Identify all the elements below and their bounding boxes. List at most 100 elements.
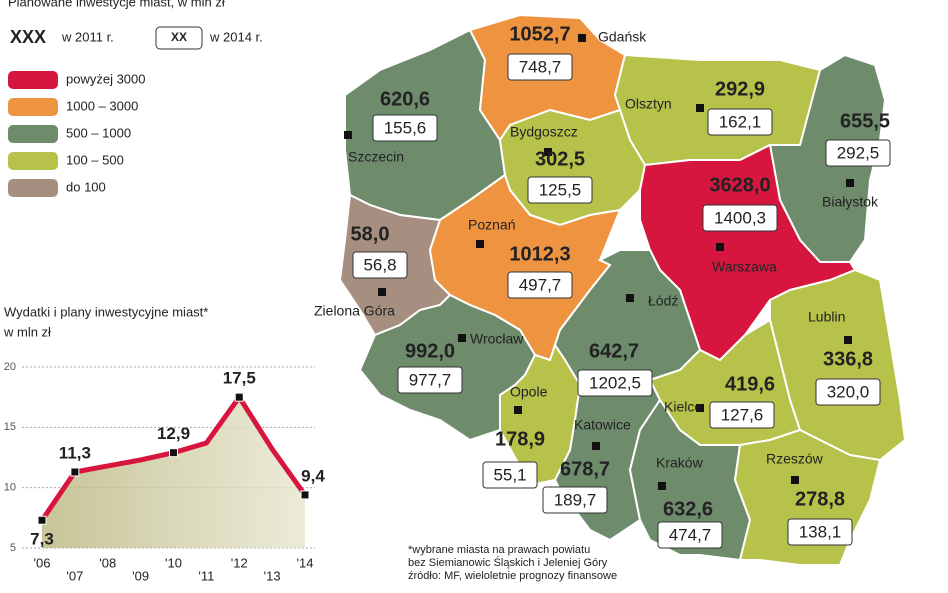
value-2011: 3628,0: [709, 174, 770, 196]
city-name: Katowice: [574, 417, 631, 433]
legend-label: 1000 – 3000: [66, 98, 138, 113]
city-name: Rzeszów: [766, 451, 824, 467]
value-2014: 748,7: [519, 57, 562, 76]
value-2011: 278,8: [795, 488, 845, 510]
legend-label: 500 – 1000: [66, 125, 131, 140]
x-tick-label: '06: [34, 555, 51, 570]
value-2014: 138,1: [799, 522, 842, 541]
y-tick-label: 5: [10, 542, 16, 554]
point: [300, 490, 310, 500]
legend-label: do 100: [66, 179, 106, 194]
chart-title: Wydatki i plany inwestycyjne miast*: [4, 304, 208, 319]
line-chart: Wydatki i plany inwestycyjne miast* w mln…: [3, 304, 325, 583]
city-marker: [658, 482, 666, 490]
key-second-label: w 2014 r.: [209, 29, 263, 44]
footnote: *wybrane miasta na prawach powiatu: [408, 544, 590, 556]
city-marker: [578, 34, 586, 42]
value-2014-box: [482, 461, 538, 489]
value-2014-box: [825, 139, 891, 167]
value-2014: 474,7: [669, 525, 712, 544]
city-marker: [458, 334, 466, 342]
map: Szczecin 620,6 155,6 Gdańsk 1052,7 748,7 Olszt…: [314, 13, 907, 582]
value-2014: 125,5: [539, 180, 582, 199]
value-2014-box: [507, 53, 573, 81]
value-2014-box: [352, 251, 408, 279]
value-2014-box: [507, 271, 573, 299]
city-name: Lublin: [808, 309, 845, 325]
footnote: bez Siemianowic Śląskich i Jeleniej Góry: [408, 556, 608, 569]
city-name: Gdańsk: [598, 29, 647, 45]
city-name: Kraków: [656, 455, 704, 471]
point: [169, 448, 178, 458]
x-tick-label: '14: [297, 555, 314, 570]
value-2014: 1400,3: [714, 208, 766, 227]
city-name: Warszawa: [712, 259, 777, 275]
legend-swatch: [8, 152, 58, 170]
city-marker: [592, 442, 600, 450]
value-2011: 178,9: [495, 428, 545, 450]
region: [628, 398, 752, 562]
value-2011: 58,0: [351, 223, 390, 245]
city-name: Zielona Góra: [314, 303, 395, 319]
value-2014-box: [709, 401, 775, 429]
x-tick-label: '12: [231, 555, 248, 570]
value-2014-box: [527, 176, 593, 204]
value-label: 9,4: [301, 466, 325, 485]
value-2014: 127,6: [721, 405, 764, 424]
legend-label: powyżej 3000: [66, 71, 146, 86]
city-name: Bydgoszcz: [510, 124, 578, 140]
city-marker: [476, 240, 484, 248]
value-2011: 992,0: [405, 340, 455, 362]
x-tick-label: '09: [132, 568, 149, 583]
value-2014: 977,7: [409, 370, 452, 389]
value-2014: 162,1: [719, 112, 762, 131]
city-name: Wrocław: [470, 331, 524, 347]
x-tick-label: '11: [198, 568, 214, 583]
city-name: Olsztyn: [625, 96, 672, 112]
x-tick-label: '07: [66, 568, 83, 583]
legend-swatch: [8, 125, 58, 143]
point: [70, 467, 80, 477]
key-second: XX: [171, 30, 187, 44]
value-2011: 1012,3: [509, 243, 570, 265]
city-marker: [378, 288, 386, 296]
point: [37, 515, 47, 525]
city-marker: [514, 406, 522, 414]
city-marker: [544, 148, 552, 156]
value-2011: 292,9: [715, 78, 765, 100]
value-2014-box: [787, 518, 853, 546]
value-2014: 55,1: [493, 465, 526, 484]
value-2011: 1052,7: [509, 23, 570, 45]
value-2011: 642,7: [589, 340, 639, 362]
city-name: Opole: [510, 384, 548, 400]
value-2011: 620,6: [380, 88, 430, 110]
value-2011: 655,5: [840, 110, 890, 132]
value-2011: 419,6: [725, 373, 775, 395]
city-name: Białystok: [822, 194, 879, 210]
value-2014-box: [702, 204, 778, 232]
legend: powyżej 3000 1000 – 3000 500 – 1000 100 – 5…: [8, 71, 146, 197]
x-tick-label: '08: [99, 555, 116, 570]
value-2014-box: [657, 521, 723, 549]
value-2014: 292,5: [837, 143, 880, 162]
key-box: [155, 26, 203, 50]
value-2014-box: [397, 366, 463, 394]
value-label: 7,3: [30, 530, 54, 549]
value-label: 11,3: [59, 443, 91, 462]
value-2014: 189,7: [554, 490, 597, 509]
legend-swatch: [8, 179, 58, 197]
value-2011: 678,7: [560, 458, 610, 480]
legend-swatch: [8, 98, 58, 116]
y-tick-label: 15: [4, 421, 16, 433]
value-2014: 1202,5: [589, 373, 641, 392]
value-2014: 155,6: [384, 118, 427, 137]
value-2014: 320,0: [827, 382, 870, 401]
city-marker: [716, 243, 724, 251]
value-2011: 302,5: [535, 148, 585, 170]
city-marker: [791, 476, 799, 484]
city-name: Łódź: [648, 293, 678, 309]
value-2014: 56,8: [363, 255, 396, 274]
city-marker: [846, 179, 854, 187]
key-first-label: w 2011 r.: [61, 29, 114, 44]
